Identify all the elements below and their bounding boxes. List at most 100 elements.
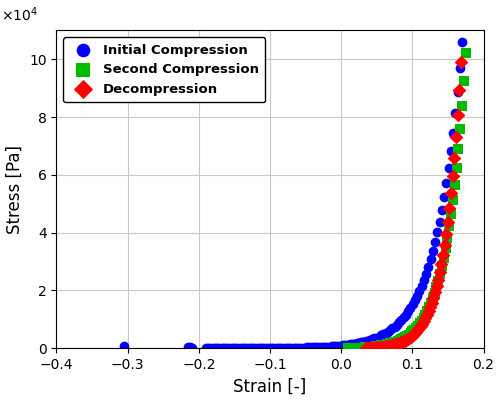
Initial Compression — [120, 343, 128, 350]
Initial Compression — [420, 277, 428, 283]
Second Compression — [408, 328, 416, 335]
Initial Compression — [260, 345, 268, 351]
Second Compression — [364, 344, 372, 350]
Second Compression — [452, 164, 460, 171]
Second Compression — [356, 344, 364, 351]
Initial Compression — [395, 319, 403, 326]
Initial Compression — [398, 317, 406, 323]
Decompression — [372, 344, 380, 351]
Initial Compression — [324, 343, 332, 350]
Initial Compression — [342, 342, 349, 348]
Second Compression — [348, 345, 356, 351]
Decompression — [396, 340, 404, 346]
Decompression — [430, 295, 438, 301]
Decompression — [450, 154, 458, 161]
Initial Compression — [416, 288, 424, 294]
Decompression — [382, 343, 390, 350]
Decompression — [440, 242, 448, 248]
Initial Compression — [352, 340, 360, 346]
Initial Compression — [444, 165, 452, 171]
Initial Compression — [452, 110, 460, 116]
Initial Compression — [274, 345, 282, 351]
Initial Compression — [298, 344, 306, 351]
Second Compression — [440, 254, 448, 261]
Decompression — [422, 315, 430, 321]
Decompression — [392, 341, 400, 347]
Initial Compression — [262, 345, 270, 351]
Initial Compression — [364, 338, 372, 344]
Initial Compression — [454, 88, 462, 95]
Decompression — [415, 325, 423, 332]
Second Compression — [361, 344, 369, 350]
Second Compression — [346, 345, 354, 351]
Decompression — [368, 344, 376, 351]
Decompression — [446, 205, 454, 211]
Second Compression — [432, 284, 440, 290]
Second Compression — [447, 211, 455, 217]
Decompression — [416, 323, 424, 329]
Initial Compression — [357, 339, 365, 346]
Decompression — [412, 329, 420, 335]
Decompression — [452, 134, 460, 141]
Decompression — [455, 87, 463, 93]
Initial Compression — [308, 344, 316, 350]
Second Compression — [410, 326, 418, 333]
Initial Compression — [280, 345, 288, 351]
Second Compression — [412, 324, 420, 331]
Initial Compression — [226, 345, 234, 351]
Decompression — [454, 111, 462, 118]
Decompression — [383, 343, 391, 349]
Decompression — [375, 344, 383, 350]
Decompression — [456, 59, 464, 65]
Initial Compression — [418, 283, 426, 289]
Second Compression — [444, 235, 452, 241]
Decompression — [438, 261, 446, 267]
Y-axis label: Stress [Pa]: Stress [Pa] — [6, 145, 24, 234]
Initial Compression — [362, 338, 370, 344]
Decompression — [378, 344, 386, 350]
Decompression — [426, 304, 434, 310]
Second Compression — [420, 314, 428, 321]
Initial Compression — [377, 332, 385, 339]
Initial Compression — [285, 344, 293, 351]
Second Compression — [388, 340, 396, 346]
Decompression — [439, 252, 447, 258]
Legend: Initial Compression, Second Compression, Decompression: Initial Compression, Second Compression,… — [63, 37, 265, 102]
Decompression — [402, 336, 410, 343]
Initial Compression — [184, 344, 192, 350]
Second Compression — [423, 308, 431, 314]
Second Compression — [422, 311, 430, 318]
Initial Compression — [211, 345, 219, 351]
Second Compression — [390, 339, 398, 346]
Initial Compression — [236, 345, 244, 351]
Initial Compression — [442, 180, 450, 186]
Decompression — [400, 338, 408, 344]
Second Compression — [405, 331, 413, 338]
Initial Compression — [337, 342, 345, 349]
Initial Compression — [310, 344, 318, 350]
Second Compression — [430, 290, 438, 296]
Second Compression — [442, 245, 450, 251]
Decompression — [380, 344, 388, 350]
Decompression — [410, 330, 418, 337]
Decompression — [408, 332, 416, 338]
Decompression — [366, 345, 374, 351]
Text: $\times10^{4}$: $\times10^{4}$ — [1, 5, 38, 24]
Decompression — [386, 342, 394, 349]
Initial Compression — [388, 325, 396, 332]
Initial Compression — [321, 344, 329, 350]
Second Compression — [344, 345, 352, 351]
Initial Compression — [328, 343, 336, 350]
Initial Compression — [224, 345, 232, 351]
Initial Compression — [375, 333, 383, 340]
Initial Compression — [350, 340, 358, 347]
Initial Compression — [292, 344, 300, 351]
Decompression — [447, 190, 455, 196]
Initial Compression — [368, 336, 376, 342]
Second Compression — [428, 295, 436, 301]
Decompression — [404, 336, 412, 342]
Second Compression — [418, 318, 426, 324]
Second Compression — [368, 344, 376, 350]
Initial Compression — [393, 321, 401, 328]
Initial Compression — [429, 248, 437, 254]
